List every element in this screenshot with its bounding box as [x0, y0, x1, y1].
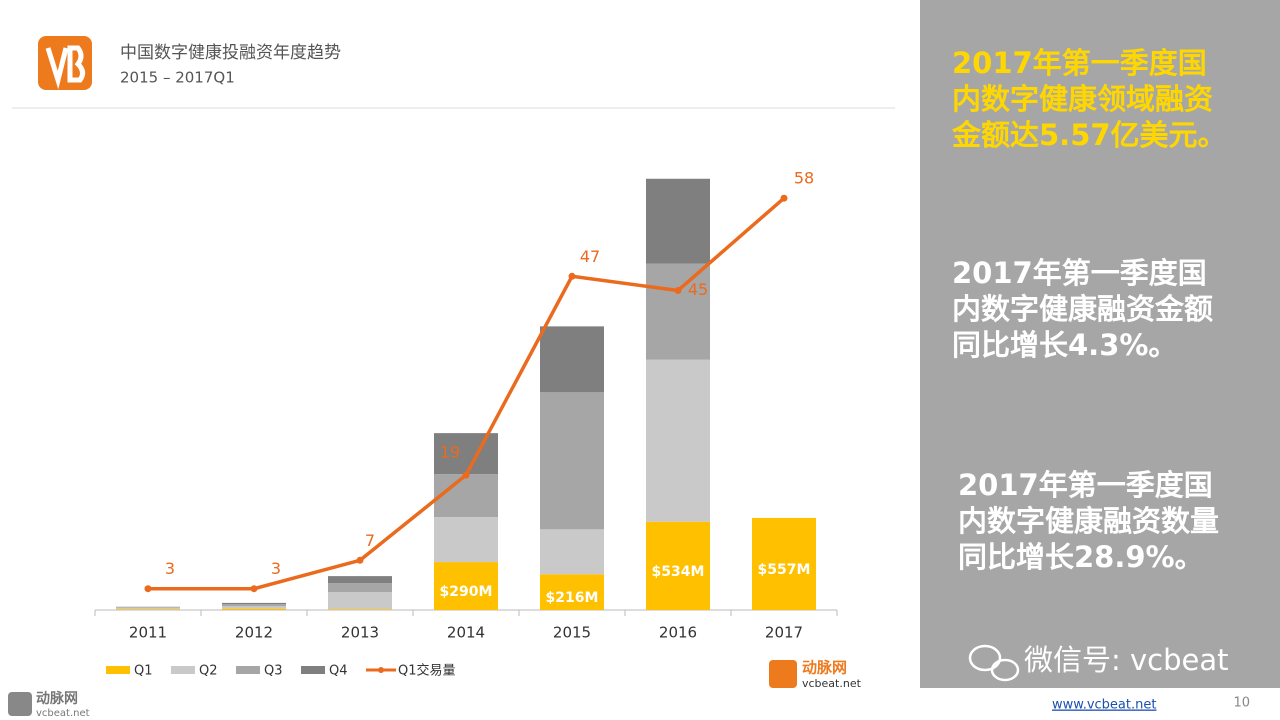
logo-mark: [45, 45, 86, 90]
panel-note: 内数字健康领域融资: [952, 82, 1213, 116]
bar-segment: [222, 604, 286, 607]
panel-note: 同比增长28.9%。: [958, 540, 1204, 574]
legend-swatch: [171, 666, 195, 674]
bar-value-label: $290M: [440, 584, 493, 600]
bar-segment: [540, 574, 604, 610]
bar-value-label: $557M: [758, 562, 811, 578]
panel-note: 同比增长4.3%。: [952, 328, 1177, 362]
bar-segment: [540, 529, 604, 575]
footer-url[interactable]: www.vcbeat.net: [1052, 698, 1156, 713]
x-tick-label: 2015: [553, 624, 591, 642]
panel-note: 2017年第一季度国: [958, 468, 1213, 502]
footer-logo-name: 动脉网: [36, 690, 78, 707]
bar-segment: [540, 326, 604, 393]
bar-segment: [434, 433, 498, 475]
chart-logo-name: 动脉网: [802, 659, 847, 677]
legend-swatch: [378, 667, 384, 673]
chart-logo-icon: [769, 660, 797, 688]
bar-segment: [646, 521, 710, 610]
bar-value-label: $216M: [546, 590, 599, 606]
bar-segment: [116, 606, 180, 608]
bar-segment: [434, 517, 498, 563]
bar-segment: [328, 576, 392, 584]
bar-segment: [328, 609, 392, 610]
page-number: 10: [1233, 696, 1250, 711]
legend-label: Q3: [264, 664, 283, 679]
side-panel: [920, 0, 1280, 688]
bar-segment: [222, 608, 286, 610]
x-tick-label: 2012: [235, 624, 273, 642]
line-value-label: 19: [440, 443, 460, 462]
bar-segment: [540, 392, 604, 530]
bar-segment: [646, 359, 710, 522]
bar-segment: [328, 592, 392, 610]
legend-swatch: [236, 666, 260, 674]
wechat-id: 微信号: vcbeat: [1024, 643, 1229, 677]
legend-label: Q1交易量: [398, 663, 456, 679]
panel-note: 内数字健康融资金额: [952, 292, 1213, 326]
bar-segment: [752, 517, 816, 610]
line-marker: [144, 585, 152, 593]
x-tick-label: 2016: [659, 624, 697, 642]
panel-note: 内数字健康融资数量: [958, 504, 1219, 538]
legend-label: Q4: [329, 664, 348, 679]
line-value-label: 45: [688, 280, 708, 299]
bar-segment: [646, 178, 710, 264]
footer-logo-icon: [8, 692, 32, 716]
logo: [38, 36, 92, 90]
x-tick-label: 2011: [129, 624, 167, 642]
bar-segment: [222, 606, 286, 609]
line-marker: [780, 194, 788, 202]
line-value-label: 3: [165, 559, 175, 578]
bar-segment: [116, 609, 180, 610]
bar-value-label: $534M: [652, 564, 705, 580]
bar-segment: [222, 602, 286, 605]
line-marker: [568, 272, 576, 280]
bar-segment: [328, 583, 392, 593]
footer-logo-site: vcbeat.net: [36, 708, 90, 719]
line-value-label: 3: [271, 559, 281, 578]
legend-label: Q1: [134, 664, 153, 679]
wechat-icon: [968, 644, 1020, 682]
bar-segment: [434, 562, 498, 610]
legend-swatch: [301, 666, 325, 674]
legend-swatch: [106, 666, 130, 674]
panel-note: 金额达5.57亿美元。: [951, 118, 1227, 152]
legend-label: Q2: [199, 664, 218, 679]
x-tick-label: 2013: [341, 624, 379, 642]
chart-logo-site: vcbeat.net: [802, 677, 862, 690]
line-value-label: 7: [365, 531, 375, 550]
line-value-label: 58: [794, 169, 814, 188]
title: 中国数字健康投融资年度趋势: [120, 43, 341, 63]
bar-segment: [116, 607, 180, 610]
line-marker: [356, 556, 364, 564]
x-tick-label: 2017: [765, 624, 803, 642]
panel-note: 2017年第一季度国: [952, 256, 1207, 290]
line-marker: [250, 585, 258, 593]
bar-segment: [646, 263, 710, 360]
line-marker: [674, 287, 682, 294]
panel-note: 2017年第一季度国: [952, 46, 1207, 80]
line-marker: [462, 471, 470, 479]
bar-segment: [434, 474, 498, 518]
x-tick-label: 2014: [447, 624, 485, 642]
subtitle: 2015 – 2017Q1: [120, 69, 235, 87]
line-value-label: 47: [580, 247, 600, 266]
